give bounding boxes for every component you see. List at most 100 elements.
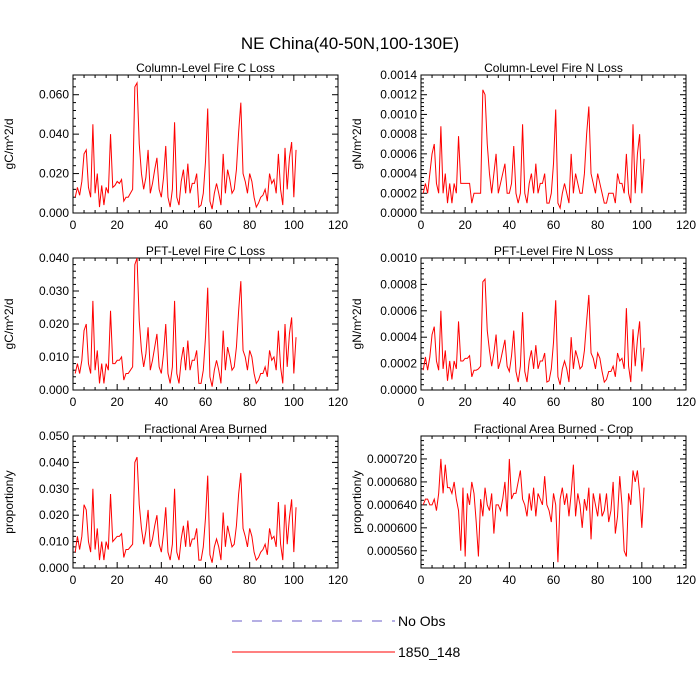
x-tick-label: 120 <box>328 573 348 587</box>
y-tick-label: 0.0004 <box>380 167 417 181</box>
x-tick-label: 40 <box>503 573 517 587</box>
x-tick-label: 80 <box>591 573 605 587</box>
y-tick-label: 0.010 <box>39 350 69 364</box>
panels-group: Column-Level Fire C Loss 0 20 40 60 80 100 120 0… <box>2 61 696 587</box>
y-tick-label: 0.040 <box>39 127 69 141</box>
series-line-1850_148 <box>74 456 297 563</box>
y-tick-label: 0.000640 <box>367 498 417 512</box>
y-axis-label: proportion/y <box>350 470 364 533</box>
x-tick-label: 60 <box>547 573 561 587</box>
y-tick-label: 0.0008 <box>380 127 417 141</box>
y-tick-label: 0.0004 <box>380 330 417 344</box>
plot-frame <box>72 435 339 569</box>
series-line-1850_148 <box>422 277 645 385</box>
y-tick-label: 0.000 <box>39 206 69 220</box>
x-tick-label: 60 <box>547 218 561 232</box>
series-line-1850_148 <box>74 81 297 210</box>
y-tick-label: 0.040 <box>39 251 69 265</box>
y-axis-label: gC/m^2/d <box>2 299 16 350</box>
x-tick-label: 20 <box>458 573 472 587</box>
y-tick-label: 0.0012 <box>380 88 417 102</box>
panel-title: Column-Level Fire C Loss <box>136 61 275 75</box>
x-tick-label: 60 <box>199 395 213 409</box>
y-axis-label: gC/m^2/d <box>2 119 16 170</box>
y-axis-label: proportion/y <box>2 470 16 533</box>
x-tick-label: 0 <box>418 395 425 409</box>
x-tick-label: 0 <box>418 573 425 587</box>
y-tick-label: 0.000 <box>39 561 69 575</box>
legend: No Obs 1850_148 <box>232 613 461 660</box>
y-tick-label: 0.040 <box>39 455 69 469</box>
series-line-1850_148 <box>422 89 645 210</box>
legend-label-1: No Obs <box>398 613 445 629</box>
y-tick-label: 0.0010 <box>380 107 417 121</box>
y-tick-label: 0.0002 <box>380 186 417 200</box>
legend-label-2: 1850_148 <box>398 644 461 660</box>
y-tick-label: 0.000560 <box>367 544 417 558</box>
y-tick-label: 0.030 <box>39 482 69 496</box>
y-tick-label: 0.0010 <box>380 251 417 265</box>
chart-panel-3: PFT-Level Fire C Loss 0 20 40 60 80 100 120 0.00… <box>2 244 348 409</box>
plot-frame <box>420 257 687 391</box>
y-tick-label: 0.020 <box>39 167 69 181</box>
x-tick-label: 20 <box>110 395 124 409</box>
y-tick-label: 0.0000 <box>380 383 417 397</box>
x-tick-label: 40 <box>155 573 169 587</box>
y-axis-label: gN/m^2/d <box>350 299 364 350</box>
page-title: NE China(40-50N,100-130E) <box>241 34 459 53</box>
y-tick-label: 0.000720 <box>367 452 417 466</box>
x-tick-label: 60 <box>547 395 561 409</box>
x-tick-label: 20 <box>110 218 124 232</box>
x-tick-label: 60 <box>199 218 213 232</box>
y-tick-label: 0.050 <box>39 429 69 443</box>
plot-frame <box>72 74 339 214</box>
chart-panel-4: PFT-Level Fire N Loss 0 20 40 60 80 100 120 0.00… <box>350 244 696 409</box>
series-line-1850_148 <box>422 458 645 563</box>
y-tick-label: 0.060 <box>39 88 69 102</box>
x-tick-label: 100 <box>632 395 652 409</box>
x-tick-label: 100 <box>632 573 652 587</box>
y-tick-label: 0.0006 <box>380 147 417 161</box>
y-tick-label: 0.030 <box>39 284 69 298</box>
x-tick-label: 100 <box>284 573 304 587</box>
x-tick-label: 0 <box>70 395 77 409</box>
x-tick-label: 0 <box>418 218 425 232</box>
x-tick-label: 120 <box>676 395 696 409</box>
y-tick-label: 0.020 <box>39 317 69 331</box>
y-tick-label: 0.0014 <box>380 68 417 82</box>
y-tick-label: 0.0002 <box>380 357 417 371</box>
x-tick-label: 80 <box>243 218 257 232</box>
x-tick-label: 100 <box>632 218 652 232</box>
x-tick-label: 120 <box>328 218 348 232</box>
x-tick-label: 40 <box>503 395 517 409</box>
x-tick-label: 20 <box>458 218 472 232</box>
panel-title: Fractional Area Burned - Crop <box>474 422 634 436</box>
x-tick-label: 100 <box>284 218 304 232</box>
series-line-1850_148 <box>74 257 297 387</box>
y-tick-label: 0.020 <box>39 508 69 522</box>
panel-title: PFT-Level Fire N Loss <box>494 244 613 258</box>
x-tick-label: 60 <box>199 573 213 587</box>
x-tick-label: 80 <box>591 395 605 409</box>
x-tick-label: 0 <box>70 218 77 232</box>
plot-frame <box>420 74 687 214</box>
x-tick-label: 40 <box>503 218 517 232</box>
y-axis-label: gN/m^2/d <box>350 119 364 170</box>
y-tick-label: 0.0000 <box>380 206 417 220</box>
x-tick-label: 0 <box>70 573 77 587</box>
chart-panel-1: Column-Level Fire C Loss 0 20 40 60 80 100 120 0… <box>2 61 348 232</box>
x-tick-label: 120 <box>328 395 348 409</box>
y-tick-label: 0.000600 <box>367 521 417 535</box>
x-tick-label: 100 <box>284 395 304 409</box>
x-tick-label: 80 <box>591 218 605 232</box>
y-tick-label: 0.010 <box>39 535 69 549</box>
x-tick-label: 120 <box>676 218 696 232</box>
plot-frame <box>72 257 339 391</box>
panel-title: Fractional Area Burned <box>144 422 267 436</box>
x-tick-label: 40 <box>155 218 169 232</box>
y-tick-label: 0.000 <box>39 383 69 397</box>
chart-panel-2: Column-Level Fire N Loss 0 20 40 60 80 100 120 0… <box>350 61 696 232</box>
y-tick-label: 0.0008 <box>380 277 417 291</box>
x-tick-label: 20 <box>458 395 472 409</box>
